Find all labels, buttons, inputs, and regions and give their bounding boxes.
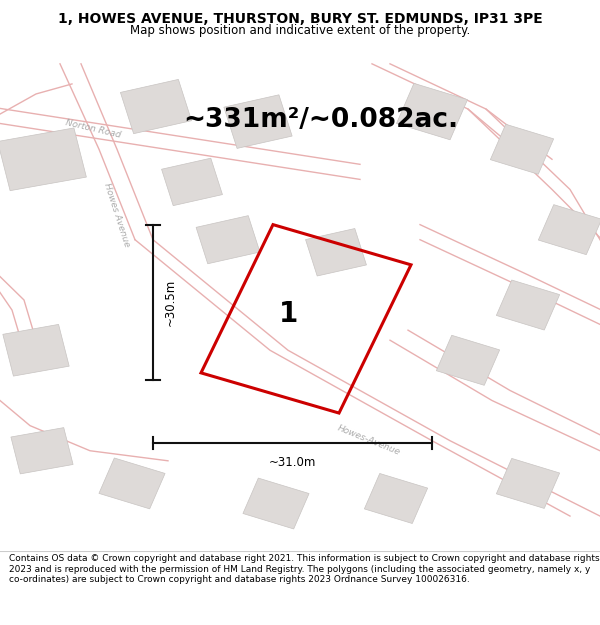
Bar xyxy=(538,204,600,254)
Bar xyxy=(496,280,560,330)
Bar xyxy=(224,95,292,148)
Bar xyxy=(0,128,86,191)
Bar xyxy=(496,458,560,508)
Bar xyxy=(196,216,260,264)
Text: ~331m²/~0.082ac.: ~331m²/~0.082ac. xyxy=(184,106,458,132)
Text: Contains OS data © Crown copyright and database right 2021. This information is : Contains OS data © Crown copyright and d… xyxy=(9,554,599,584)
Text: Norton Road: Norton Road xyxy=(64,118,122,140)
Bar xyxy=(161,158,223,206)
Bar xyxy=(243,478,309,529)
Bar xyxy=(436,335,500,385)
Bar xyxy=(3,324,69,376)
Bar xyxy=(364,474,428,524)
Text: ~31.0m: ~31.0m xyxy=(269,456,316,469)
Text: Map shows position and indicative extent of the property.: Map shows position and indicative extent… xyxy=(130,24,470,36)
Bar xyxy=(11,428,73,474)
Bar xyxy=(99,458,165,509)
Bar xyxy=(305,229,367,276)
Text: Howes-Avenue: Howes-Avenue xyxy=(336,424,402,458)
Bar xyxy=(397,83,467,140)
Bar xyxy=(490,124,554,174)
Text: Howes Avenue: Howes Avenue xyxy=(103,181,131,248)
Bar xyxy=(121,79,191,134)
Text: ~30.5m: ~30.5m xyxy=(164,279,177,326)
Text: 1, HOWES AVENUE, THURSTON, BURY ST. EDMUNDS, IP31 3PE: 1, HOWES AVENUE, THURSTON, BURY ST. EDMU… xyxy=(58,12,542,26)
Text: 1: 1 xyxy=(278,300,298,328)
